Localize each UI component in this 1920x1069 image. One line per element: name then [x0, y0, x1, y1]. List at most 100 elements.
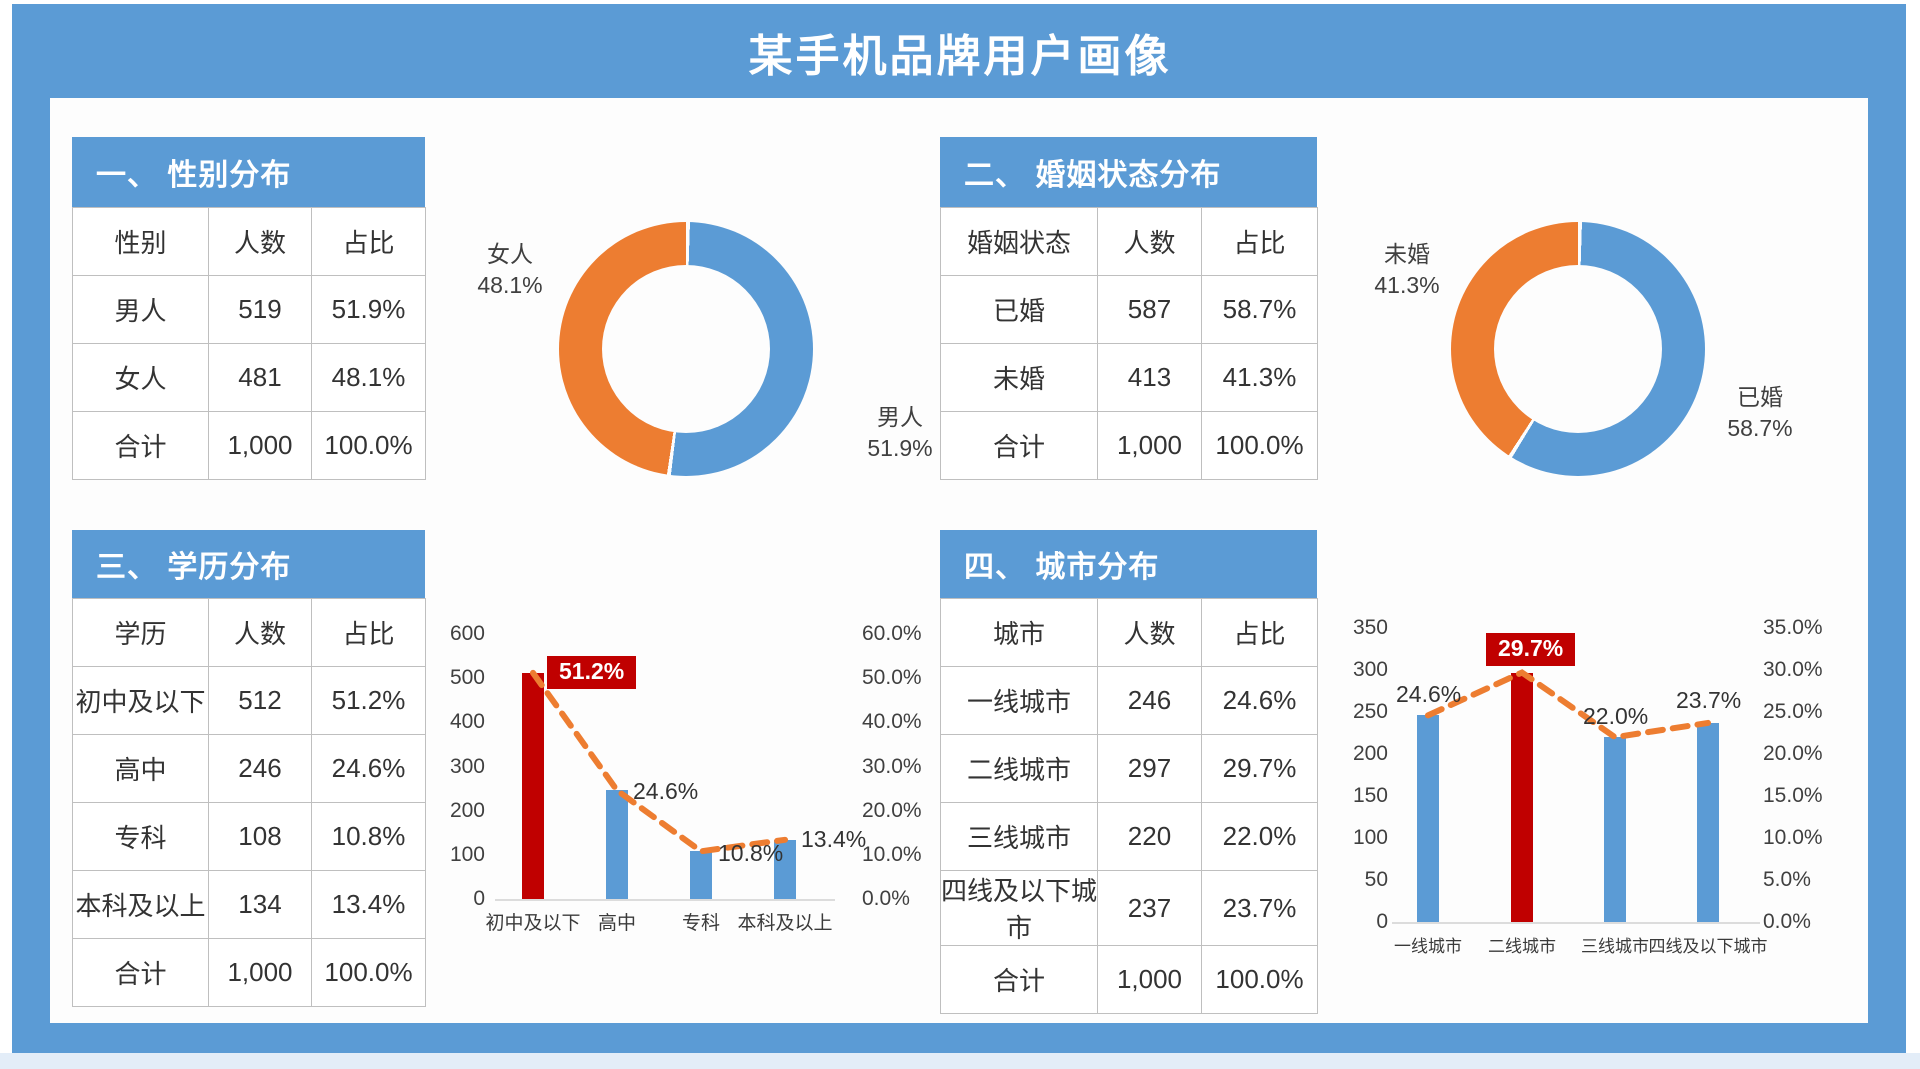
education-chart-left-axis: 600 500 400 300 200 100 0 [428, 623, 485, 923]
table-cell: 初中及以下 [72, 666, 209, 735]
category-label: 初中及以下 [485, 913, 581, 934]
education-chart-category-axis: 初中及以下 高中 专科 本科及以上 [485, 908, 835, 938]
table-cell: 合计 [940, 945, 1098, 1014]
table-cell: 一线城市 [940, 666, 1098, 735]
axis-tick-label: 0.0% [862, 887, 910, 910]
table-total-row: 合计 1,000 100.0% [72, 938, 426, 1007]
table-cell: 专科 [72, 802, 209, 871]
table-row: 一线城市 246 24.6% [940, 666, 1318, 735]
table-cell: 134 [208, 870, 312, 939]
category-label: 本科及以上 [737, 913, 833, 934]
table-header-cell: 性别 [72, 207, 209, 276]
callout-percent: 48.1% [477, 272, 543, 299]
bar [690, 851, 712, 899]
axis-tick-label: 200 [1352, 742, 1388, 765]
axis-tick-label: 350 [1352, 616, 1388, 639]
category-label: 二线城市 [1488, 937, 1556, 956]
axis-tick-label: 150 [1352, 784, 1388, 807]
table-total-row: 合计 1,000 100.0% [940, 411, 1318, 480]
table-header-cell: 人数 [1097, 598, 1202, 667]
table-cell: 24.6% [311, 734, 426, 803]
callout-name: 未婚 [1384, 241, 1430, 267]
table-header-row: 城市 人数 占比 [940, 598, 1318, 667]
education-chart [495, 634, 835, 901]
axis-tick-label: 35.0% [1763, 616, 1823, 639]
table-cell: 100.0% [1201, 411, 1318, 480]
axis-tick-label: 300 [449, 754, 485, 778]
axis-tick-label: 30.0% [862, 754, 922, 778]
table-cell: 三线城市 [940, 802, 1098, 871]
axis-tick-label: 600 [449, 622, 485, 645]
axis-tick-label: 50.0% [862, 666, 922, 690]
city-chart-category-axis: 一线城市 二线城市 三线城市 四线及以下城市 [1392, 932, 1768, 962]
table-cell: 10.8% [311, 802, 426, 871]
table-header-cell: 人数 [208, 598, 312, 667]
table-cell: 29.7% [1201, 734, 1318, 803]
table-cell: 24.6% [1201, 666, 1318, 735]
axis-tick-label: 10.0% [862, 842, 922, 866]
section-heading-gender: 一、 性别分布 [72, 137, 425, 207]
table-cell: 48.1% [311, 343, 426, 412]
axis-tick-label: 100 [1352, 826, 1388, 849]
table-cell: 413 [1097, 343, 1202, 412]
page-margin [0, 1053, 1920, 1069]
table-row: 本科及以上 134 13.4% [72, 870, 426, 939]
table-cell: 246 [1097, 666, 1202, 735]
table-cell: 四线及以下城市 [940, 870, 1098, 946]
bar [606, 790, 628, 899]
axis-tick-label: 5.0% [1763, 868, 1811, 891]
table-cell: 297 [1097, 734, 1202, 803]
table-cell: 合计 [72, 411, 209, 480]
table-cell: 高中 [72, 734, 209, 803]
table-row: 四线及以下城市 237 23.7% [940, 870, 1318, 946]
table-cell: 58.7% [1201, 275, 1318, 344]
axis-tick-label: 0 [473, 887, 485, 910]
donut-callout-label: 未婚 41.3% [1352, 239, 1462, 301]
bar [774, 839, 796, 899]
gender-table: 性别 人数 占比 男人 519 51.9% 女人 481 48.1% 合计 1,… [72, 207, 426, 480]
section-heading-marital: 二、 婚姻状态分布 [940, 137, 1317, 207]
axis-tick-label: 250 [1352, 700, 1388, 723]
table-cell: 512 [208, 666, 312, 735]
table-row: 专科 108 10.8% [72, 802, 426, 871]
table-cell: 二线城市 [940, 734, 1098, 803]
table-header-cell: 占比 [311, 207, 426, 276]
table-cell: 合计 [940, 411, 1098, 480]
table-row: 二线城市 297 29.7% [940, 734, 1318, 803]
table-cell: 男人 [72, 275, 209, 344]
table-cell: 1,000 [208, 411, 312, 480]
axis-tick-label: 10.0% [1763, 826, 1823, 849]
callout-name: 男人 [877, 404, 923, 430]
table-cell: 519 [208, 275, 312, 344]
table-row: 三线城市 220 22.0% [940, 802, 1318, 871]
table-cell: 587 [1097, 275, 1202, 344]
axis-tick-label: 20.0% [862, 798, 922, 822]
education-table: 学历 人数 占比 初中及以下 512 51.2% 高中 246 24.6% 专科… [72, 598, 426, 1007]
table-row: 未婚 413 41.3% [940, 343, 1318, 412]
table-header-cell: 婚姻状态 [940, 207, 1098, 276]
table-row: 高中 246 24.6% [72, 734, 426, 803]
table-cell: 481 [208, 343, 312, 412]
table-cell: 41.3% [1201, 343, 1318, 412]
table-cell: 23.7% [1201, 870, 1318, 946]
table-cell: 100.0% [1201, 945, 1318, 1014]
table-row: 已婚 587 58.7% [940, 275, 1318, 344]
table-cell: 22.0% [1201, 802, 1318, 871]
axis-tick-label: 60.0% [862, 622, 922, 645]
table-total-row: 合计 1,000 100.0% [72, 411, 426, 480]
marital-donut-chart [1451, 222, 1705, 476]
section-heading-city: 四、 城市分布 [940, 530, 1317, 598]
bar-highlighted [522, 672, 544, 899]
axis-tick-label: 40.0% [862, 710, 922, 734]
table-cell: 51.9% [311, 275, 426, 344]
section-heading-education: 三、 学历分布 [72, 530, 425, 598]
table-header-cell: 占比 [1201, 207, 1318, 276]
axis-tick-label: 100 [449, 842, 485, 866]
category-label: 专科 [681, 913, 720, 934]
axis-tick-label: 400 [449, 710, 485, 734]
axis-tick-label: 0.0% [1763, 910, 1811, 933]
callout-percent: 58.7% [1727, 415, 1793, 442]
table-cell: 237 [1097, 870, 1202, 946]
table-cell: 女人 [72, 343, 209, 412]
